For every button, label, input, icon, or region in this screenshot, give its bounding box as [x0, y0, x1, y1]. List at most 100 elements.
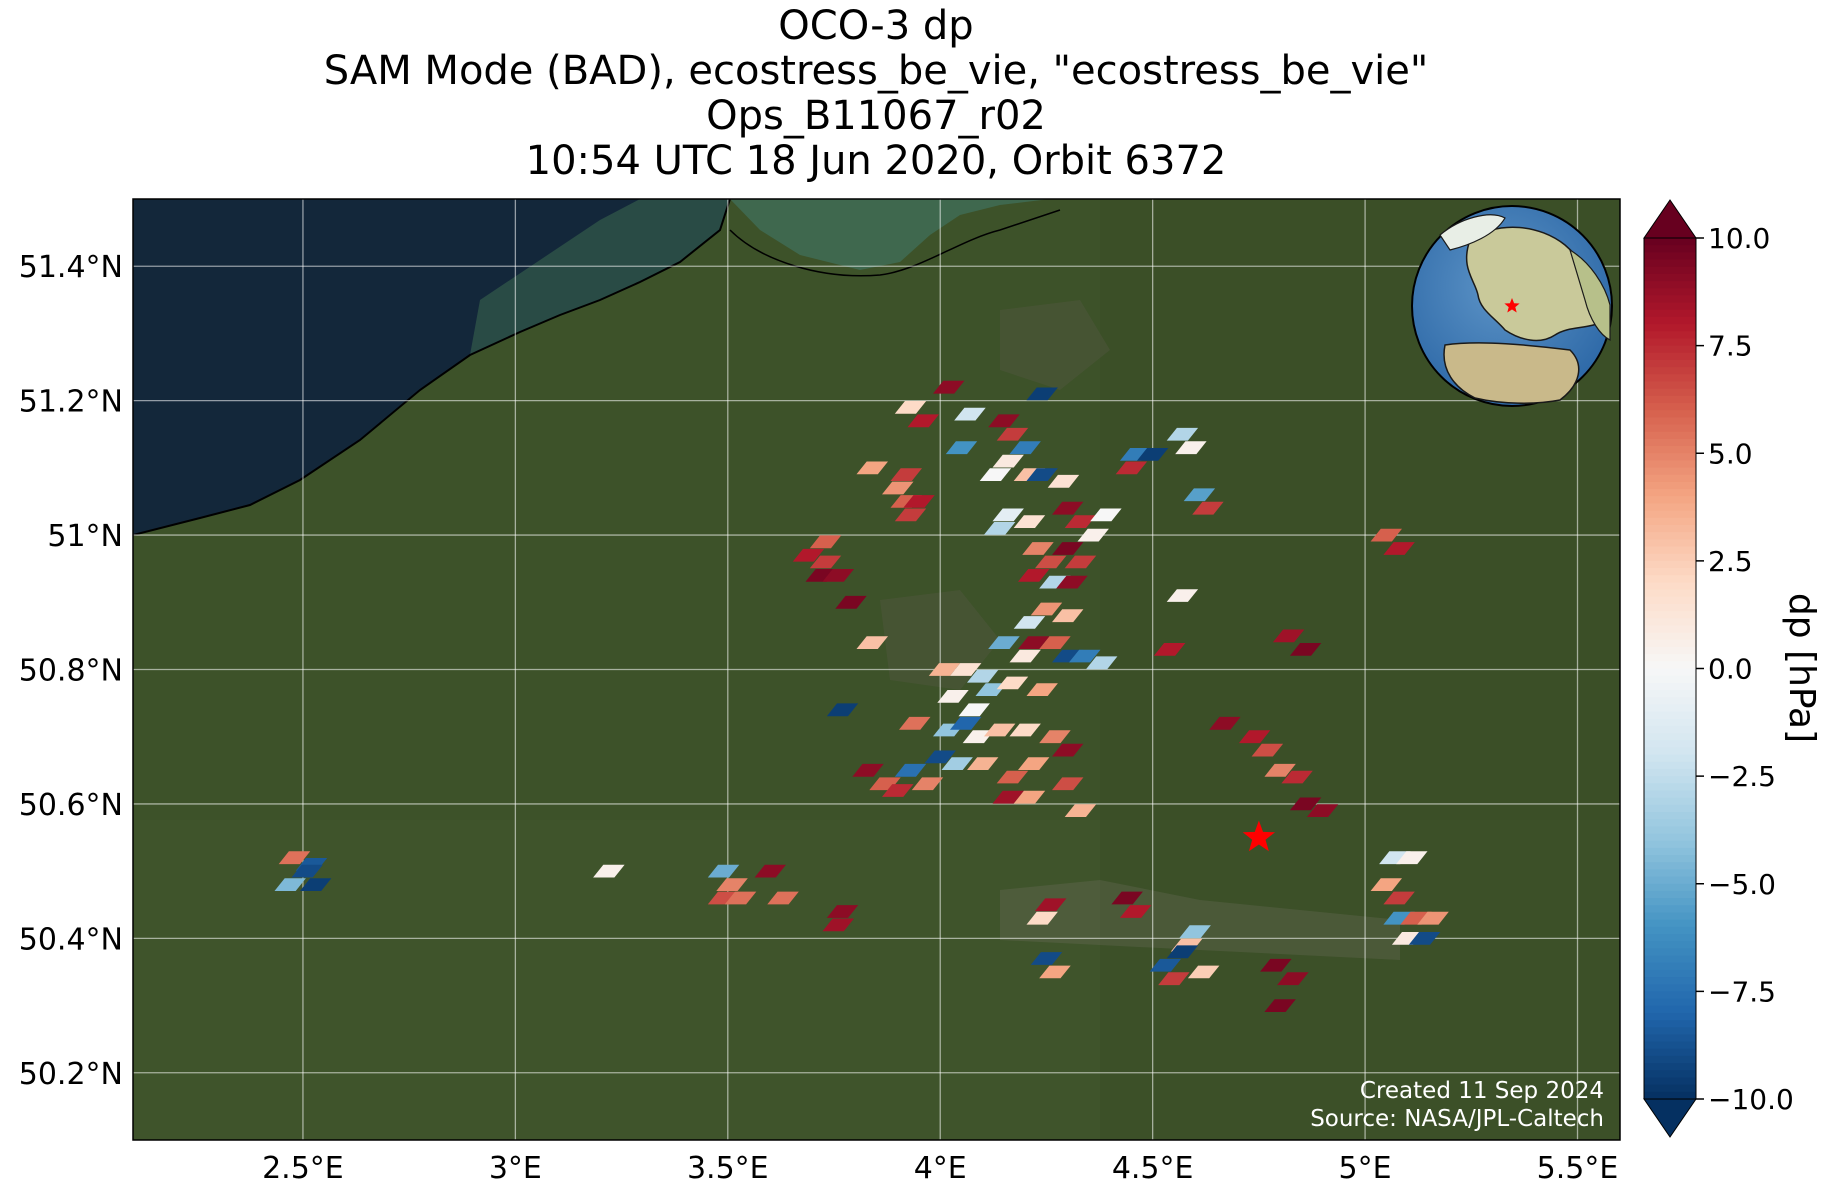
- colorbar-band: [1644, 309, 1696, 318]
- sounding-cell: [707, 864, 740, 878]
- colorbar-band: [1644, 481, 1696, 490]
- lon-tick-label: 5.5°E: [1537, 1151, 1619, 1186]
- colorbar-band: [1644, 1084, 1696, 1093]
- colorbar-band: [1644, 862, 1696, 870]
- colorbar-band: [1644, 560, 1696, 569]
- colorbar-band: [1644, 446, 1696, 454]
- lon-tick-label: 3.5°E: [687, 1151, 769, 1186]
- colorbar-band: [1644, 905, 1696, 914]
- sounding-cell: [1153, 643, 1186, 656]
- sounding-cell: [1272, 629, 1305, 643]
- colorbar-band: [1644, 1048, 1696, 1057]
- sounding-cell: [1026, 683, 1058, 696]
- colorbar-band: [1644, 783, 1696, 792]
- sounding-cell: [822, 569, 854, 582]
- sounding-cell: [899, 716, 931, 730]
- sounding-cell: [890, 468, 922, 481]
- sounding-cell: [826, 905, 859, 918]
- colorbar-band: [1644, 1027, 1696, 1036]
- sounding-cell: [992, 790, 1024, 804]
- sounding-cell: [1047, 474, 1080, 488]
- sounding-cell: [1187, 965, 1220, 979]
- colorbar-tick-label: 0.0: [1708, 653, 1753, 686]
- sounding-cell: [852, 763, 884, 777]
- sounding-cell: [1260, 958, 1292, 972]
- lat-tick-label: 50.6°N: [19, 788, 123, 823]
- colorbar-band: [1644, 704, 1696, 713]
- colorbar-band: [1644, 847, 1696, 856]
- sounding-cell: [1018, 757, 1050, 770]
- colorbar-band: [1644, 474, 1696, 483]
- colorbar-band: [1644, 790, 1696, 799]
- sounding-cell: [894, 401, 927, 414]
- sounding-cell: [1175, 441, 1207, 455]
- sounding-cell: [1009, 723, 1041, 737]
- colorbar-band: [1644, 754, 1696, 763]
- sounding-cell: [754, 864, 786, 878]
- colorbar-band: [1644, 489, 1696, 497]
- colorbar-band: [1644, 718, 1696, 727]
- colorbar-tick-label: −5.0: [1708, 868, 1776, 901]
- sounding-cell: [1166, 427, 1199, 441]
- colorbar-band: [1644, 654, 1696, 662]
- colorbar-band: [1644, 941, 1696, 949]
- sounding-cell: [1251, 743, 1284, 757]
- sounding-cell: [1289, 797, 1322, 811]
- colorbar-band: [1644, 833, 1696, 842]
- colorbar-band: [1644, 962, 1696, 971]
- sounding-cell: [907, 414, 939, 428]
- colorbar-band: [1644, 252, 1696, 261]
- lat-tick-label: 51.4°N: [19, 250, 123, 285]
- colorbar-band: [1644, 912, 1696, 921]
- sounding-cell: [1090, 508, 1122, 522]
- lat-tick-label: 51°N: [47, 519, 123, 554]
- colorbar-band: [1644, 797, 1696, 806]
- colorbar-band: [1644, 302, 1696, 311]
- sounding-cell: [1056, 575, 1088, 589]
- colorbar-band: [1644, 776, 1696, 784]
- colorbar-band: [1644, 668, 1696, 677]
- colorbar-band: [1644, 438, 1696, 447]
- sounding-cell: [278, 851, 311, 865]
- sounding-cell: [984, 723, 1016, 737]
- sounding-cell: [1052, 501, 1084, 515]
- sounding-cell: [1026, 911, 1058, 925]
- gridlines: [133, 199, 1620, 1140]
- colorbar-band: [1644, 410, 1696, 418]
- lat-tick-label: 50.2°N: [19, 1057, 123, 1092]
- colorbar-band: [1644, 238, 1696, 246]
- sounding-cell: [1192, 501, 1224, 515]
- colorbar-band: [1644, 273, 1696, 282]
- soundings-layer: [274, 380, 1449, 1012]
- sounding-cell: [1183, 488, 1216, 502]
- colorbar-tick-label: 5.0: [1708, 437, 1753, 470]
- sounding-cell: [1052, 743, 1084, 757]
- lat-tick-label: 50.4°N: [19, 922, 123, 957]
- title-line-4: 10:54 UTC 18 Jun 2020, Orbit 6372: [525, 138, 1227, 184]
- sounding-cell: [826, 703, 859, 717]
- sounding-cell: [274, 878, 306, 891]
- sounding-cell: [809, 555, 842, 569]
- colorbar-band: [1644, 395, 1696, 404]
- colorbar-band: [1644, 632, 1696, 641]
- colorbar-band: [1644, 596, 1696, 605]
- urban-antwerp: [1000, 300, 1110, 390]
- coastal-sediment: [470, 199, 730, 355]
- sounding-cell: [950, 716, 982, 730]
- sounding-cell: [822, 918, 854, 932]
- colorbar-band: [1644, 969, 1696, 978]
- map-area[interactable]: Created 11 Sep 2024 Source: NASA/JPL-Cal…: [133, 199, 1620, 1140]
- colorbar-band: [1644, 417, 1696, 426]
- colorbar-tick-label: 10.0: [1708, 222, 1770, 255]
- sounding-cell: [924, 750, 956, 764]
- sounding-cell: [1383, 542, 1415, 555]
- colorbar-band: [1644, 324, 1696, 332]
- title-line-1: OCO-3 dp: [778, 3, 974, 49]
- colorbar-tick-label: 2.5: [1708, 545, 1753, 578]
- colorbar-band: [1644, 295, 1696, 304]
- colorbar-band: [1644, 646, 1696, 655]
- colorbar-band: [1644, 675, 1696, 684]
- colorbar-band: [1644, 1070, 1696, 1079]
- target-star: [1242, 820, 1275, 852]
